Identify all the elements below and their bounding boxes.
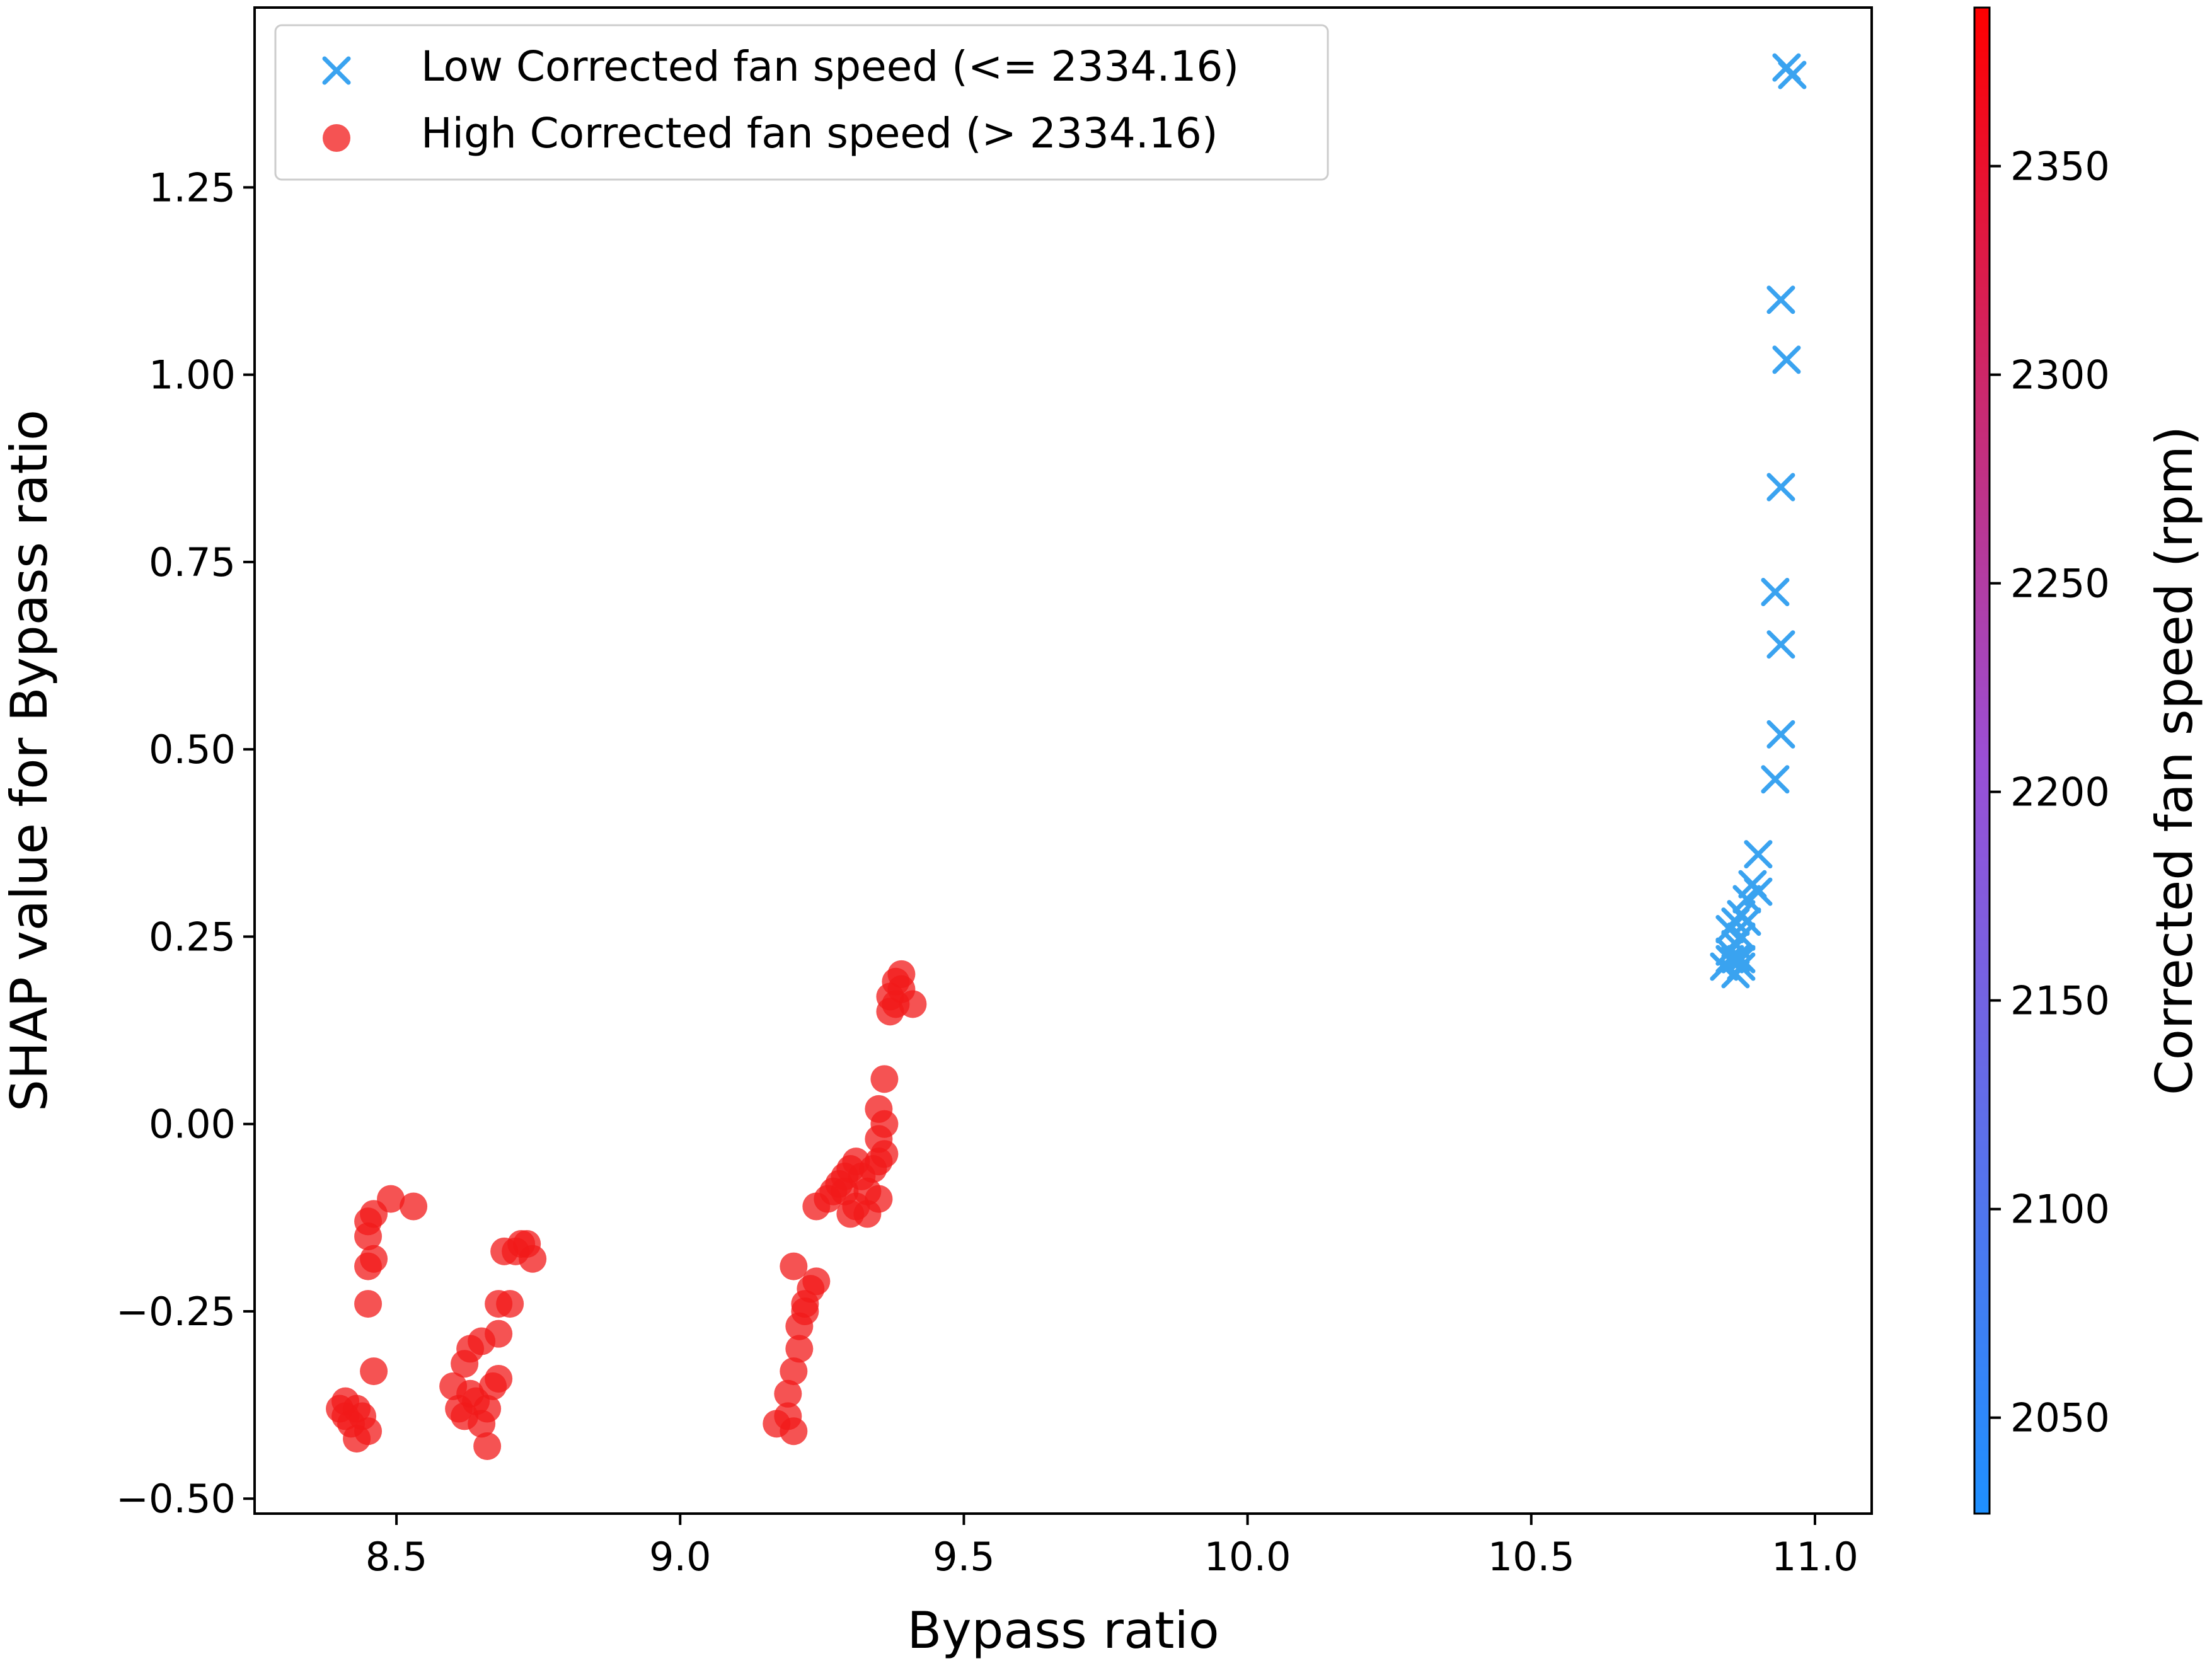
legend-marker-high-circle	[323, 124, 350, 152]
data-point-x-low	[1778, 60, 1807, 89]
data-point-x-low	[1766, 720, 1795, 749]
x-tick-label: 11.0	[1771, 1534, 1858, 1580]
colorbar-tick-label: 2300	[2010, 352, 2110, 398]
data-point-x-low	[1727, 945, 1756, 974]
colorbar-tick-label: 2100	[2010, 1187, 2110, 1233]
data-point-circle-high	[870, 1065, 899, 1093]
data-point-circle-high	[400, 1192, 428, 1221]
data-point-circle-high	[780, 1357, 808, 1386]
data-point-circle-high	[360, 1357, 388, 1386]
data-point-circle-high	[485, 1364, 513, 1393]
legend: Low Corrected fan speed (<= 2334.16) Hig…	[274, 24, 1329, 181]
y-tick-label: 1.25	[149, 164, 236, 210]
x-axis-ticks: 8.5 9.0 9.5 10.0 10.5 11.0	[366, 1514, 1858, 1580]
data-point-circle-high	[354, 1417, 383, 1446]
data-point-x-low	[1766, 630, 1795, 659]
plot-area	[253, 6, 1873, 1515]
colorbar-tick-label: 2050	[2010, 1395, 2110, 1441]
data-point-circle-high	[865, 1095, 893, 1123]
colorbar-tick-label: 2350	[2010, 144, 2110, 190]
data-point-circle-high	[876, 998, 904, 1026]
data-point-circle-high	[774, 1379, 802, 1408]
data-point-x-low	[1732, 885, 1761, 914]
x-tick-label: 10.0	[1204, 1534, 1291, 1580]
y-tick-label: 1.00	[149, 352, 236, 398]
x-tick-label: 9.5	[933, 1534, 995, 1580]
colorbar-tick-label: 2150	[2010, 978, 2110, 1024]
data-point-circle-high	[780, 1252, 808, 1280]
data-point-x-low	[1772, 345, 1801, 374]
data-point-x-low	[1761, 577, 1790, 606]
legend-box	[274, 24, 1329, 181]
y-tick-label: 0.50	[149, 727, 236, 773]
colorbar-ticks: 2050 2100 2150 2200 2250 2300 2350	[1990, 144, 2110, 1441]
data-point-x-low	[1766, 473, 1795, 502]
data-point-circle-high	[802, 1267, 831, 1296]
scatter-points	[326, 53, 1807, 1460]
y-tick-label: −0.50	[116, 1476, 236, 1522]
data-point-circle-high	[377, 1185, 405, 1213]
data-point-circle-high	[507, 1229, 536, 1258]
y-tick-label: 0.75	[149, 539, 236, 585]
y-tick-label: 0.00	[149, 1101, 236, 1147]
y-tick-label: 0.25	[149, 914, 236, 960]
data-point-x-low	[1761, 765, 1790, 794]
data-point-circle-high	[780, 1417, 808, 1446]
colorbar	[1973, 6, 1991, 1515]
data-point-x-low	[1732, 907, 1761, 936]
y-tick-label: −0.25	[116, 1289, 236, 1335]
data-point-circle-high	[899, 990, 927, 1018]
x-tick-label: 8.5	[366, 1534, 428, 1580]
colorbar-tick-label: 2250	[2010, 561, 2110, 607]
data-point-x-low	[1744, 840, 1773, 869]
data-point-circle-high	[785, 1335, 814, 1363]
data-point-circle-high	[343, 1395, 371, 1423]
data-point-x-low	[1766, 285, 1795, 314]
data-point-circle-high	[865, 1185, 893, 1213]
legend-label-high: High Corrected fan speed (> 2334.16)	[421, 109, 1218, 158]
x-axis-label: Bypass ratio	[907, 1601, 1219, 1660]
legend-marker-low-x	[322, 56, 351, 85]
data-point-circle-high	[354, 1290, 383, 1318]
legend-x-shape	[322, 56, 351, 85]
legend-label-low: Low Corrected fan speed (<= 2334.16)	[421, 42, 1239, 91]
x-tick-label: 9.0	[649, 1534, 711, 1580]
y-axis-ticks: −0.50 −0.25 0.00 0.25 0.50 0.75 1.00 1.25	[116, 164, 255, 1522]
y-axis-label: SHAP value for Bypass ratio	[0, 410, 59, 1112]
data-point-circle-high	[473, 1432, 502, 1460]
colorbar-label: Corrected fan speed (rpm)	[2145, 426, 2204, 1095]
data-point-circle-high	[496, 1290, 524, 1318]
data-point-circle-high	[831, 1177, 859, 1205]
data-point-circle-high	[473, 1395, 502, 1423]
data-point-x-low	[1715, 945, 1744, 974]
data-point-circle-high	[485, 1320, 513, 1348]
colorbar-tick-label: 2200	[2010, 769, 2110, 815]
x-tick-label: 10.5	[1488, 1534, 1575, 1580]
data-point-circle-high	[360, 1245, 388, 1273]
